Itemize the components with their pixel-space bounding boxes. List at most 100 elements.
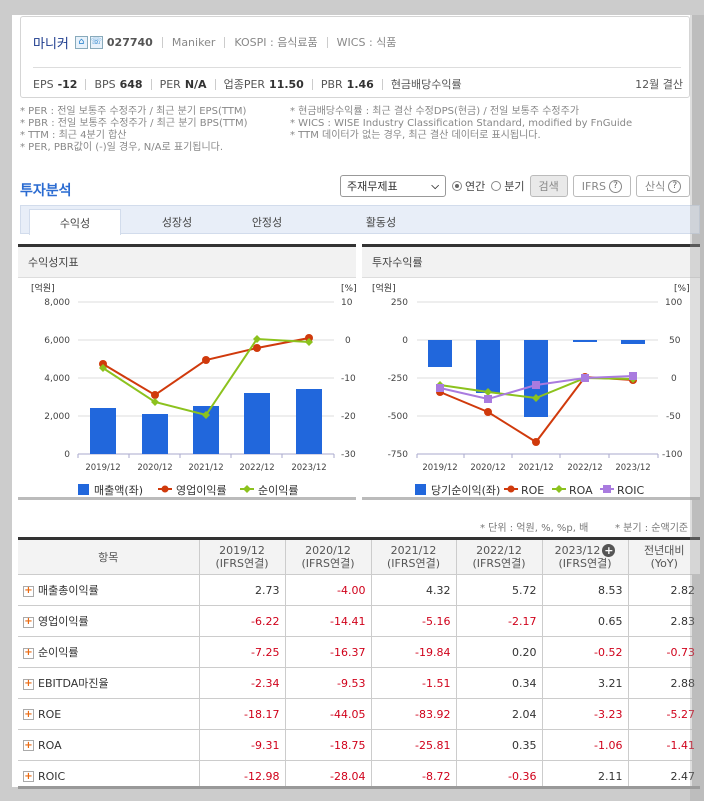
- value-cell: 2.73: [199, 574, 286, 606]
- svg-text:0: 0: [345, 336, 351, 346]
- tab-growth[interactable]: 성장성: [161, 216, 193, 229]
- investment-return-chart: [억원] [%] 250 0 -250 -500 -750 100 50 0 -…: [372, 282, 690, 497]
- value-cell: 2.83: [628, 605, 700, 637]
- legend-bar-icon: [415, 484, 426, 495]
- expand-row-icon[interactable]: +: [23, 770, 34, 782]
- value-cell: 2.88: [628, 667, 700, 699]
- header-2021: 2021/12 (IFRS연결): [371, 538, 457, 575]
- expand-columns-icon[interactable]: +: [602, 544, 616, 558]
- value-cell: 0.34: [456, 667, 543, 699]
- note-ttm-missing: * TTM 데이터가 없는 경우, 최근 결산 데이터로 표시됩니다.: [290, 130, 541, 141]
- settlement-month: 12월 결산: [635, 78, 683, 91]
- svg-text:0: 0: [64, 450, 70, 460]
- note-na: * PER, PBR값이 (-)일 경우, N/A로 표기됩니다.: [20, 142, 224, 153]
- svg-text:0: 0: [402, 336, 408, 346]
- value-cell: -5.16: [371, 605, 457, 637]
- radio-selected-icon: [452, 181, 462, 191]
- ifrs-help-button[interactable]: IFRS?: [572, 175, 631, 197]
- svg-text:2,000: 2,000: [44, 412, 70, 422]
- value-cell: -2.34: [199, 667, 286, 699]
- search-button[interactable]: 검색: [529, 175, 568, 197]
- expand-row-icon[interactable]: +: [23, 616, 34, 628]
- value-cell: -9.31: [199, 729, 286, 761]
- svg-text:영업이익률: 영업이익률: [176, 484, 227, 497]
- legend-circle-icon: [161, 485, 169, 493]
- phone-icon[interactable]: ☏: [89, 35, 103, 49]
- value-cell: -3.23: [542, 698, 629, 730]
- value-cell: 0.20: [456, 636, 543, 668]
- svg-text:-50: -50: [666, 412, 681, 422]
- value-cell: -14.41: [285, 605, 372, 637]
- table-row: + EBITDA마진율 -2.34 -9.53 -1.51 0.34 3.21 2.88: [18, 667, 700, 699]
- expand-row-icon[interactable]: +: [23, 585, 34, 597]
- note-per: * PER : 전일 보통주 수정주가 / 최근 분기 EPS(TTM): [20, 106, 247, 117]
- section-title: 투자분석: [20, 183, 72, 199]
- svg-text:6,000: 6,000: [44, 336, 70, 346]
- value-cell: 4.32: [371, 574, 457, 606]
- tab-stability[interactable]: 안정성: [251, 216, 283, 229]
- metric-bps: BPS 648: [94, 77, 143, 91]
- svg-text:-30: -30: [341, 450, 356, 460]
- value-cell: 0.35: [456, 729, 543, 761]
- tab-profitability[interactable]: 수익성: [29, 209, 121, 235]
- chart-title: 투자수익률: [362, 247, 700, 278]
- radio-annual[interactable]: 연간: [452, 178, 485, 194]
- legend-square-icon: [603, 485, 611, 493]
- profitability-table: 항목 2019/12 (IFRS연결) 2020/12 (IFRS연결) 2021/…: [18, 537, 700, 792]
- legend-bar-icon: [78, 484, 89, 495]
- expand-row-icon[interactable]: +: [23, 708, 34, 720]
- statement-select[interactable]: 주재무제표 ⌵: [340, 175, 446, 197]
- value-cell: 2.82: [628, 574, 700, 606]
- english-name: Maniker: [171, 35, 216, 49]
- header-2023: 2023/12 + (IFRS연결): [542, 538, 629, 575]
- divider: [224, 36, 226, 48]
- value-cell: -44.05: [285, 698, 372, 730]
- home-icon[interactable]: ⌂: [74, 35, 88, 49]
- market-sector: KOSPI : 음식료품: [234, 36, 318, 49]
- svg-text:2020/12: 2020/12: [137, 463, 172, 473]
- svg-text:2023/12: 2023/12: [291, 463, 326, 473]
- svg-text:8,000: 8,000: [44, 298, 70, 308]
- value-cell: -83.92: [371, 698, 457, 730]
- value-cell: -0.73: [628, 636, 700, 668]
- svg-text:2021/12: 2021/12: [188, 463, 223, 473]
- header-2022: 2022/12 (IFRS연결): [456, 538, 543, 575]
- row-label: + 영업이익률: [18, 605, 200, 637]
- svg-text:2019/12: 2019/12: [422, 463, 457, 473]
- analysis-controls: 주재무제표 ⌵ 연간 분기 검색 IFRS? 산식?: [340, 174, 691, 198]
- scrollbar[interactable]: [690, 15, 704, 801]
- expand-row-icon[interactable]: +: [23, 678, 34, 690]
- svg-text:매출액(좌): 매출액(좌): [94, 484, 143, 497]
- analysis-tabs: 수익성 성장성 안정성 활동성: [20, 205, 700, 235]
- value-cell: -1.51: [371, 667, 457, 699]
- svg-text:[%]: [%]: [674, 284, 690, 294]
- note-wics: * WICS : WISE Industry Classification St…: [290, 118, 633, 129]
- expand-row-icon[interactable]: +: [23, 647, 34, 659]
- value-cell: -19.84: [371, 636, 457, 668]
- formula-help-button[interactable]: 산식?: [635, 175, 691, 197]
- investment-return-chart-panel: 투자수익률 [억원] [%] 250 0 -250 -500 -750 100 …: [362, 244, 700, 500]
- chart-legend: 당기순이익(좌) ROE ROA ROIC: [415, 484, 645, 497]
- header-item: 항목: [18, 538, 200, 575]
- metric-industry-per: 업종PER 11.50: [223, 78, 304, 91]
- chart-legend: 매출액(좌) 영업이익률 순이익률: [78, 484, 298, 497]
- value-cell: -25.81: [371, 729, 457, 761]
- value-cell: -16.37: [285, 636, 372, 668]
- svg-text:2019/12: 2019/12: [85, 463, 120, 473]
- row-label: + 순이익률: [18, 636, 200, 668]
- stock-code: 027740: [106, 35, 153, 49]
- expand-row-icon[interactable]: +: [23, 739, 34, 751]
- value-cell: -1.41: [628, 729, 700, 761]
- note-ttm: * TTM : 최근 4분기 합산: [20, 130, 127, 141]
- svg-text:-10: -10: [341, 374, 356, 384]
- metric-pbr: PBR 1.46: [320, 77, 374, 91]
- svg-text:2021/12: 2021/12: [518, 463, 553, 473]
- value-cell: -6.22: [199, 605, 286, 637]
- chart-title: 수익성지표: [18, 247, 356, 278]
- help-icon: ?: [608, 179, 622, 193]
- radio-quarter[interactable]: 분기: [491, 178, 525, 194]
- profitability-chart-panel: 수익성지표 [억원] [%] 8,000 6,000 4,000 2,000 0…: [18, 244, 356, 500]
- svg-text:ROA: ROA: [569, 484, 593, 497]
- profitability-chart: [억원] [%] 8,000 6,000 4,000 2,000 0 10 0 …: [31, 282, 356, 497]
- tab-activity[interactable]: 활동성: [365, 216, 397, 229]
